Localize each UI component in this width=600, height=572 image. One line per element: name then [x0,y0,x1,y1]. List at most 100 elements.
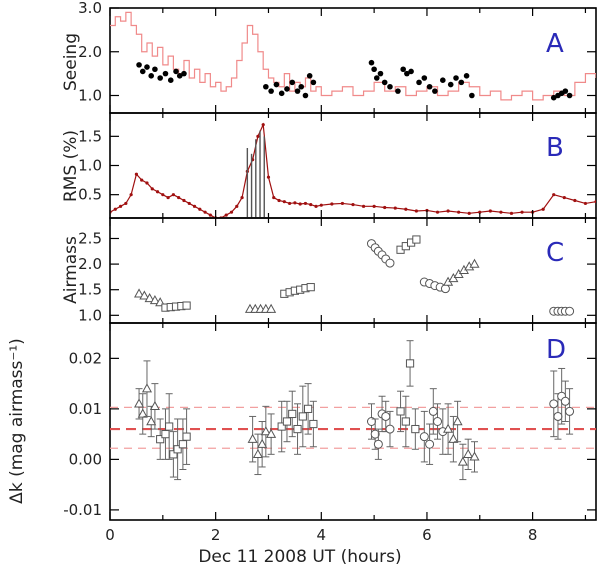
y-tick-label: 2.0 [78,255,102,273]
seeing-point [289,79,296,86]
panel-a: 1.0 2.0 3.0 Seeing A [61,0,597,114]
rms-point [361,204,366,208]
y-tick-label: 0.5 [78,186,102,204]
rms-point [166,195,170,200]
panel-a-plot: 1.0 2.0 3.0 [78,0,596,113]
seeing-point [463,73,470,79]
triangle-point [141,383,153,393]
square-point [156,435,165,444]
seeing-point [306,73,313,79]
seeing-point [173,68,179,75]
seeing-point [381,79,388,86]
panel-a-frame [109,7,597,114]
y-tick-label: -0.01 [63,501,102,519]
seeing-point [284,86,290,92]
triangle-point [247,433,258,443]
y-tick-label: 0.01 [69,400,102,418]
triangle-point [139,290,150,300]
seeing-point [148,73,155,79]
seeing-point [373,75,380,81]
square-point [412,235,421,244]
circle-point [549,399,559,409]
panel-d: -0.01 0.00 0.01 0.02 0 2 4 6 8 Δk (mag airmass⁻¹… [7,322,597,567]
circle-point [385,424,395,434]
panel-b: 0.5 1.0 1.5 RMS (%) B [61,112,597,219]
circle-point [560,396,570,406]
circle-point [381,411,391,421]
rms-point [541,207,545,211]
square-point [282,417,292,426]
rms-point [478,210,482,214]
rms-point [266,175,271,179]
rms-point [314,204,318,208]
circle-point [440,284,450,294]
rms-point [150,187,154,191]
square-point [182,301,191,310]
circle-point [385,258,395,268]
y-tick-label: 2.5 [78,229,102,247]
panel-a-letter: A [546,29,564,59]
rms-point [414,209,418,213]
rms-point [446,209,450,213]
rms-point [113,207,117,211]
circle-point [433,417,443,426]
triangle-point [252,448,263,459]
square-point [396,407,405,416]
seeing-point [368,59,375,66]
square-point [178,440,188,449]
seeing-point [426,83,433,90]
seeing-point [144,64,150,70]
square-point [309,419,318,429]
square-point [277,422,286,431]
triangle-point [469,451,480,461]
triangle-point [144,292,155,303]
triangle-point [469,258,480,268]
seeing-line [110,11,596,101]
seeing-point [421,75,428,81]
seeing-point [302,92,309,99]
rms-point [583,201,588,206]
panel-b-ylabel: RMS (%) [61,130,81,202]
seeing-point [562,88,569,94]
seeing-point [416,79,422,86]
rms-point [177,195,181,200]
rms-point [256,134,260,138]
rms-point [261,123,265,127]
square-point [161,430,170,439]
rms-point [457,210,461,214]
y-tick-label: 1.5 [78,281,102,299]
rms-point [182,198,186,203]
square-point [298,412,307,421]
circle-point [373,439,383,449]
panel-c-plot: 1.0 1.5 2.0 2.5 [78,218,596,324]
rms-point [309,202,313,207]
square-point [182,432,191,441]
triangle-point [134,398,145,408]
seeing-point [136,62,142,68]
rms-point [282,200,286,204]
rms-point [272,195,276,200]
rms-point [145,181,149,185]
plot-area [110,11,596,101]
rms-point [198,207,202,211]
y-tick-label: 0.02 [69,349,102,367]
rms-point [235,204,239,208]
y-tick-label: 0.00 [69,450,102,468]
panel-b-plot: 0.5 1.0 1.5 [78,113,596,218]
seeing-point [377,70,384,77]
x-tick-label: 8 [528,526,538,544]
square-point [401,417,410,426]
rms-point [499,210,503,214]
panel-d-frame [109,322,597,521]
square-point [173,445,182,454]
rms-point [187,201,191,206]
y-tick-label: 1.5 [78,127,102,145]
triangle-point [257,438,268,448]
triangle-point [134,288,145,298]
panel-d-letter: D [546,335,566,365]
rms-point [298,202,302,206]
circle-point [553,411,563,421]
plot-area [110,122,596,218]
triangle-point [457,456,468,466]
plot-area [134,235,575,316]
